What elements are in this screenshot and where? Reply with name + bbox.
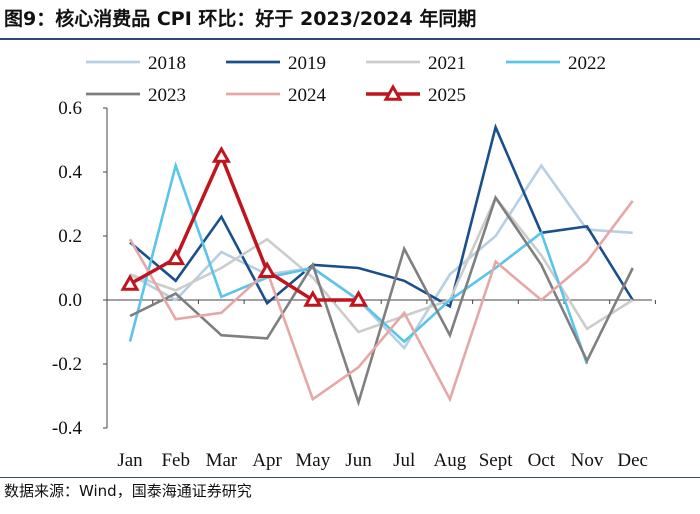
source-note: 数据来源：Wind，国泰海通证券研究 xyxy=(4,482,252,500)
x-tick-label: Mar xyxy=(206,450,238,471)
data-point xyxy=(303,289,323,307)
legend-label: 2018 xyxy=(148,53,186,74)
data-point xyxy=(348,289,369,307)
chart-plot-area xyxy=(120,123,634,407)
legend-label: 2022 xyxy=(568,53,606,74)
x-tick-label: Nov xyxy=(571,450,604,471)
data-point xyxy=(211,145,231,163)
series-2021 xyxy=(129,195,634,334)
chart-axes: 0.6 0.4 0.2 0.0 -0.2 -0.4 Jan Feb Mar Apr May Jun Ju… xyxy=(52,98,656,471)
chart-legend: 2018 2019 2021 2022 2023 2024 2025 xyxy=(86,53,606,106)
legend-label: 2025 xyxy=(428,85,466,106)
legend-item-2018: 2018 xyxy=(86,53,186,74)
data-point xyxy=(120,273,140,291)
legend-item-2025: 2025 xyxy=(366,83,466,106)
series-line-2024 xyxy=(128,200,634,403)
x-tick-label: Feb xyxy=(161,450,190,471)
footer-rule xyxy=(0,477,700,478)
data-point xyxy=(166,248,186,266)
series-line-2021 xyxy=(129,195,634,334)
x-tick-label: Sept xyxy=(479,450,514,471)
y-tick-label: 0.4 xyxy=(58,162,82,183)
y-tick-label: -0.4 xyxy=(52,418,83,439)
series-2023 xyxy=(129,194,634,407)
x-tick-label: May xyxy=(295,450,330,471)
title-underline xyxy=(0,38,700,40)
x-tick-label: Oct xyxy=(528,450,556,471)
x-tick-label: Jan xyxy=(117,450,143,471)
legend-item-2019: 2019 xyxy=(226,53,326,74)
series-2024 xyxy=(128,200,634,403)
y-tick-label: 0.2 xyxy=(58,226,82,247)
series-line-2023 xyxy=(129,194,634,407)
y-tick-label: 0.0 xyxy=(58,290,82,311)
y-tick-label: -0.2 xyxy=(52,354,82,375)
x-tick-label: Aug xyxy=(434,450,467,471)
series-line-2025 xyxy=(129,151,359,302)
x-tick-label: Jun xyxy=(345,450,372,471)
x-tick-label: Apr xyxy=(252,450,282,471)
legend-item-2024: 2024 xyxy=(226,85,327,106)
legend-item-2021: 2021 xyxy=(366,53,466,74)
legend-item-2023: 2023 xyxy=(86,85,186,106)
legend-label: 2024 xyxy=(288,85,327,106)
legend-label: 2023 xyxy=(148,85,186,106)
legend-item-2022: 2022 xyxy=(506,53,606,74)
series-line-2019 xyxy=(129,123,634,309)
series-2025 xyxy=(120,145,369,307)
title-bar: 图9：核心消费品 CPI 环比：好于 2023/2024 年同期 xyxy=(0,0,700,40)
legend-marker xyxy=(383,83,403,101)
x-tick-label: Jul xyxy=(393,450,415,471)
series-line-2022 xyxy=(128,161,589,365)
legend-label: 2019 xyxy=(288,53,326,74)
chart-title: 图9：核心消费品 CPI 环比：好于 2023/2024 年同期 xyxy=(4,8,477,30)
series-2022 xyxy=(128,161,589,365)
legend-label: 2021 xyxy=(428,53,466,74)
data-point xyxy=(257,261,277,278)
y-tick-label: 0.6 xyxy=(58,98,82,119)
x-tick-label: Dec xyxy=(617,450,648,471)
